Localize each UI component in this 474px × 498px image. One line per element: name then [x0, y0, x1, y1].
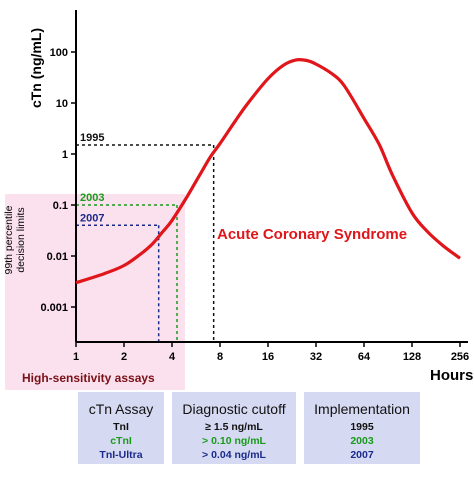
y-tick-label: 0.01 [47, 251, 68, 263]
series-label: Acute Coronary Syndrome [217, 226, 407, 243]
x-tick-label: 8 [217, 351, 223, 363]
side-label-line-2: decision limits [15, 207, 27, 272]
y-tick-label: 100 [50, 47, 68, 59]
series-line [75, 57, 461, 285]
assay-row: cTnI [110, 435, 132, 447]
y-ticks: 0.001 0.01 0.1 1 10 100 [40, 47, 76, 314]
cutoff-row: > 0.10 ng/mL [202, 435, 266, 447]
cutoff-row: > 0.04 ng/mL [202, 449, 266, 461]
y-tick-label: 10 [56, 98, 68, 110]
x-tick-label: 128 [403, 351, 421, 363]
shaded-region-label: High-sensitivity assays [22, 371, 155, 385]
x-tick-label: 4 [169, 351, 176, 363]
x-tick-label: 16 [262, 351, 274, 363]
assay-row: TnI [113, 421, 129, 433]
reference-line-label: 1995 [80, 132, 104, 144]
chart-canvas: 1995 2003 2007 0.001 0.01 0.1 1 10 100 1 2 4 8 16 32… [3, 10, 473, 390]
x-tick-label: 64 [358, 351, 371, 363]
implementation-row: 1995 [350, 421, 374, 433]
col-header-assay: cTn Assay [88, 401, 154, 417]
y-axis-label: cTn (ng/mL) [28, 28, 44, 108]
assay-row: TnI-Ultra [99, 449, 143, 461]
side-label-line-1: 99th percentile [3, 205, 15, 274]
implementation-row: 2007 [350, 449, 374, 461]
x-tick-label: 1 [73, 351, 79, 363]
reference-line-label: 2007 [80, 212, 104, 224]
table-col-cutoff: Diagnostic cutoff ≥ 1.5 ng/mL > 0.10 ng/… [172, 392, 296, 464]
x-tick-label: 2 [121, 351, 127, 363]
implementation-row: 2003 [350, 435, 374, 447]
cutoff-row: ≥ 1.5 ng/mL [205, 421, 263, 433]
reference-line-label: 2003 [80, 192, 104, 204]
x-axis-label: Hours [430, 367, 473, 384]
table-col-assay: cTn Assay TnI cTnI TnI-Ultra [78, 392, 164, 464]
x-tick-label: 256 [451, 351, 469, 363]
x-ticks: 1 2 4 8 16 32 64 128 256 [73, 342, 469, 363]
y-tick-label: 1 [62, 149, 68, 161]
col-header-cutoff: Diagnostic cutoff [182, 401, 286, 417]
x-tick-label: 32 [310, 351, 322, 363]
reference-lines: 1995 2003 2007 [76, 132, 215, 342]
table-col-implementation: Implementation 1995 2003 2007 [304, 392, 420, 464]
high-sensitivity-region [5, 194, 185, 390]
y-tick-label: 0.001 [40, 302, 68, 314]
col-header-implementation: Implementation [314, 401, 410, 417]
y-tick-label: 0.1 [53, 200, 68, 212]
